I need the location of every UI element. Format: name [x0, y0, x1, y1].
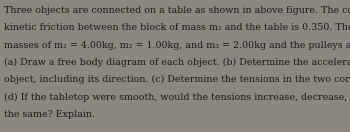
Text: Three objects are connected on a table as shown in above figure. The coefficient: Three objects are connected on a table a…: [4, 6, 350, 15]
Text: (d) If the tabletop were smooth, would the tensions increase, decrease, or remai: (d) If the tabletop were smooth, would t…: [4, 92, 350, 102]
Text: kinetic friction between the block of mass m₂ and the table is 0.350. The object: kinetic friction between the block of ma…: [4, 23, 350, 32]
Text: the same? Explain.: the same? Explain.: [4, 110, 95, 119]
Text: object, including its direction. (c) Determine the tensions in the two cords. Wh: object, including its direction. (c) Det…: [4, 75, 350, 84]
Text: masses of m₁ = 4.00kg, m₂ = 1.00kg, and m₃ = 2.00kg and the pulleys are friction: masses of m₁ = 4.00kg, m₂ = 1.00kg, and …: [4, 41, 350, 50]
Text: (a) Draw a free body diagram of each object. (b) Determine the acceleration of e: (a) Draw a free body diagram of each obj…: [4, 58, 350, 67]
